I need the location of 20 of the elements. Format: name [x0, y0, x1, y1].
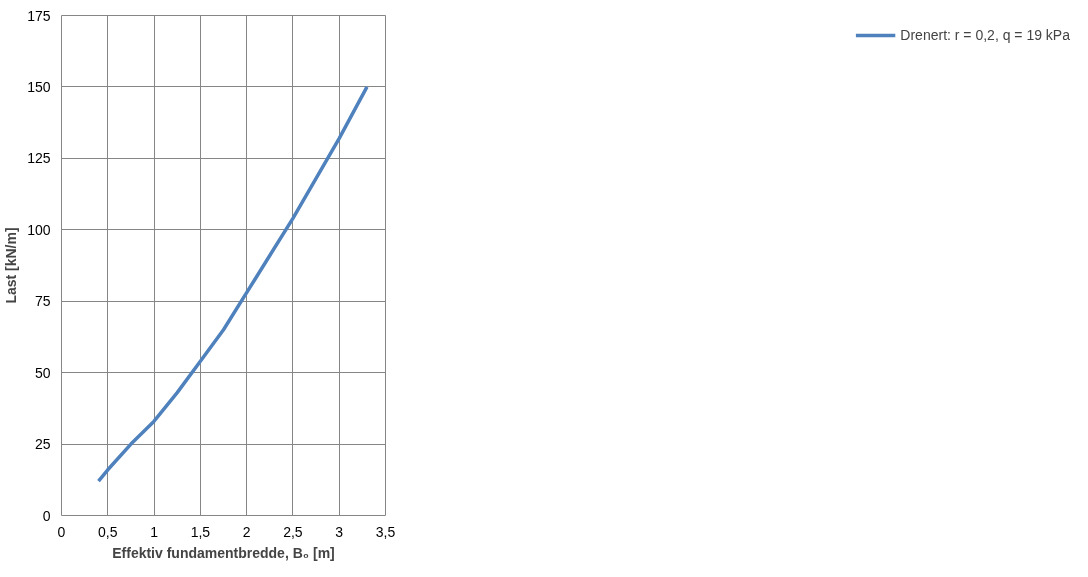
x-tick-label: 2 [242, 523, 251, 540]
y-tick-label: 150 [27, 78, 51, 95]
x-tick-label: 3 [335, 523, 344, 540]
y-tick-label: 0 [42, 507, 51, 524]
x-axis-title: Effektiv fundamentbredde, B₀ [m] [112, 544, 335, 561]
y-axis-title: Last [kN/m] [3, 227, 20, 304]
y-tick-label: 125 [27, 150, 51, 167]
y-tick-label: 50 [34, 364, 51, 381]
x-tick-label: 2,5 [283, 523, 303, 540]
legend-label: Drenert: r = 0,2, q = 19 kPa [900, 27, 1070, 43]
x-tick-label: 0 [57, 523, 66, 540]
x-tick-label: 3,5 [375, 523, 396, 540]
x-tick-label: 0,5 [98, 523, 118, 540]
x-tick-label: 1,5 [190, 523, 211, 540]
y-tick-label: 25 [34, 436, 51, 453]
x-tick-label: 1 [150, 523, 159, 540]
y-tick-label: 175 [27, 7, 51, 24]
line-series [96, 85, 369, 483]
y-tick-label: 100 [27, 221, 51, 238]
y-tick-label: 75 [34, 293, 51, 310]
